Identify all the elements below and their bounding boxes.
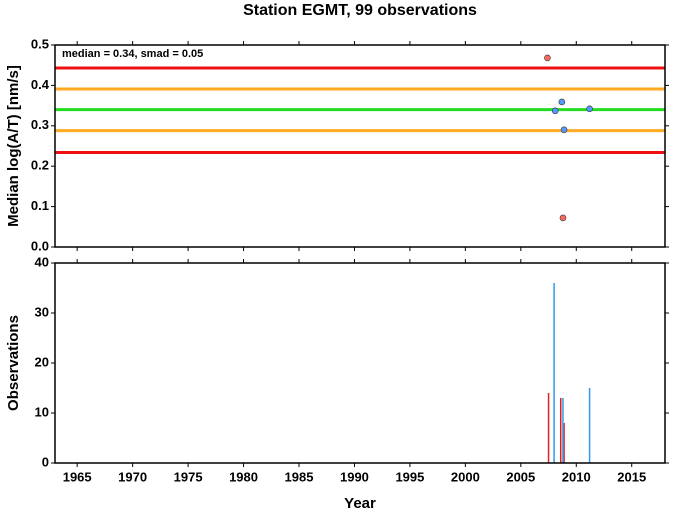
x-tick-label: 1995 (395, 469, 424, 484)
x-tick-label: 1985 (285, 469, 314, 484)
x-axis-title: Year (344, 495, 376, 511)
x-tick-label: 2015 (617, 469, 646, 484)
point (544, 54, 551, 62)
y-tick-label: 10 (35, 404, 49, 419)
y-tick-label: 0.1 (31, 198, 49, 213)
y-tick-label: 0.3 (31, 117, 49, 132)
point (551, 107, 559, 115)
point (560, 126, 568, 134)
x-tick-label: 1975 (174, 469, 203, 484)
x-tick-label: 2000 (451, 469, 480, 484)
plot-frame (54, 44, 666, 248)
annotation: median = 0.34, smad = 0.05 (62, 48, 203, 60)
y-tick-label: 0.5 (31, 36, 49, 51)
x-tick-label: 1970 (118, 469, 147, 484)
y-axis-title: Median log(A/T) [nm/s] (5, 65, 22, 227)
x-tick-label: 1980 (229, 469, 258, 484)
point (559, 214, 567, 222)
y-tick-label: 0.4 (31, 77, 50, 92)
y-tick-label: 30 (35, 304, 49, 319)
y-tick-label: 0 (42, 454, 49, 469)
x-tick-label: 2010 (562, 469, 591, 484)
point (558, 98, 566, 106)
plot-frame (54, 262, 666, 464)
x-tick-label: 2005 (506, 469, 535, 484)
y-tick-label: 0.2 (31, 158, 49, 173)
y-axis-title: Observations (5, 315, 22, 411)
y-tick-label: 20 (35, 354, 49, 369)
chart-title: Station EGMT, 99 observations (243, 2, 477, 19)
x-tick-label: 1965 (63, 469, 92, 484)
point (586, 105, 593, 113)
x-tick-label: 1990 (340, 469, 369, 484)
y-tick-label: 0.0 (31, 238, 49, 253)
y-tick-label: 40 (35, 254, 49, 269)
